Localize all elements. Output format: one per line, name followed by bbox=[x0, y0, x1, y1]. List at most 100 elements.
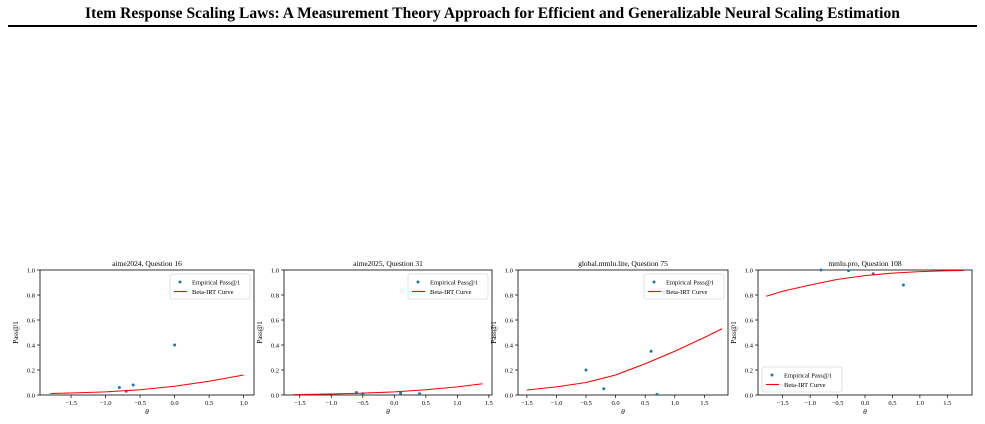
chart-title: mmlu.pro, Question 108 bbox=[828, 259, 902, 268]
legend: Empirical Pass@1 Beta-IRT Curve bbox=[643, 273, 725, 300]
legend-label-curve: Beta-IRT Curve bbox=[666, 289, 708, 296]
x-tick-label: 0.5 bbox=[888, 400, 896, 407]
y-tick-label: 1.0 bbox=[27, 267, 35, 274]
legend-label-empirical: Empirical Pass@1 bbox=[666, 279, 714, 286]
x-tick-label: −1.0 bbox=[551, 400, 563, 407]
y-tick-label: 0.8 bbox=[745, 292, 753, 299]
x-tick-label: −1.0 bbox=[100, 400, 112, 407]
y-tick-label: 0.2 bbox=[271, 367, 279, 374]
empirical-point bbox=[117, 386, 121, 389]
y-tick-label: 1.0 bbox=[745, 267, 753, 274]
empirical-point bbox=[584, 368, 588, 372]
y-tick-label: 0.8 bbox=[271, 292, 279, 299]
axes-frame bbox=[517, 269, 729, 396]
x-tick-label: 1.5 bbox=[700, 400, 708, 407]
empirical-point bbox=[819, 268, 823, 272]
x-tick-label: 0.5 bbox=[422, 400, 430, 407]
chart-panel-4: mmlu.pro, Question 108 −1.5 −1.0 −0.5 0.0 0.5… bbox=[730, 259, 973, 416]
chart-title: global.mmlu.lite, Question 75 bbox=[578, 259, 668, 268]
y-tick-label: 0.4 bbox=[271, 342, 280, 349]
x-axis-label: θ bbox=[386, 407, 390, 416]
x-tick-label: −1.5 bbox=[65, 400, 77, 407]
empirical-point bbox=[901, 283, 905, 287]
y-tick-label: 0.4 bbox=[745, 342, 754, 349]
y-axis-label: Pass@1 bbox=[256, 321, 264, 344]
beta-irt-curve bbox=[766, 269, 964, 297]
y-tick-label: 0.6 bbox=[505, 317, 514, 324]
y-axis-label: Pass@1 bbox=[490, 321, 498, 344]
legend-label-empirical: Empirical Pass@1 bbox=[430, 279, 478, 286]
y-tick-label: 0.8 bbox=[505, 292, 513, 299]
y-tick-label: 0.6 bbox=[27, 317, 36, 324]
x-tick-label: 1.5 bbox=[485, 400, 493, 407]
chart-panel-1: aime2024, Question 16 −1.5 −1.0 −0.5 0.0 0.5 1… bbox=[12, 259, 255, 416]
legend-label-curve: Beta-IRT Curve bbox=[430, 289, 472, 296]
y-tick-label: 0.6 bbox=[745, 317, 754, 324]
legend: Empirical Pass@1 Beta-IRT Curve bbox=[407, 273, 489, 300]
legend-marker-empirical bbox=[652, 280, 656, 284]
legend-marker-empirical bbox=[178, 280, 182, 284]
x-tick-label: −0.5 bbox=[832, 400, 844, 407]
axes-frame bbox=[39, 269, 255, 396]
empirical-point bbox=[173, 343, 177, 347]
x-tick-label: −0.5 bbox=[357, 400, 369, 407]
y-tick-label: 0.8 bbox=[27, 292, 35, 299]
legend: Empirical Pass@1 Beta-IRT Curve bbox=[169, 273, 251, 300]
x-tick-label: 1.0 bbox=[671, 400, 679, 407]
page-header: Item Response Scaling Laws: A Measuremen… bbox=[0, 0, 985, 28]
axes-frame bbox=[283, 269, 493, 396]
y-tick-label: 0.4 bbox=[505, 342, 514, 349]
y-tick-label: 0.0 bbox=[745, 392, 753, 399]
legend: Empirical Pass@1 Beta-IRT Curve bbox=[761, 366, 843, 393]
x-tick-label: −1.5 bbox=[294, 400, 306, 407]
y-tick-label: 0.0 bbox=[27, 392, 35, 399]
legend-label-curve: Beta-IRT Curve bbox=[192, 289, 234, 296]
empirical-point bbox=[655, 392, 659, 396]
y-tick-label: 0.2 bbox=[745, 367, 753, 374]
chart-title: aime2025, Question 31 bbox=[353, 259, 423, 268]
x-tick-label: 0.5 bbox=[641, 400, 649, 407]
legend-box bbox=[643, 273, 725, 300]
empirical-point bbox=[131, 383, 135, 387]
x-tick-label: −0.5 bbox=[134, 400, 146, 407]
y-axis-label: Pass@1 bbox=[730, 321, 738, 344]
legend-marker-empirical bbox=[770, 373, 774, 377]
x-axis-label: θ bbox=[863, 407, 867, 416]
y-tick-label: 0.2 bbox=[505, 367, 513, 374]
y-tick-label: 1.0 bbox=[271, 267, 279, 274]
empirical-point bbox=[847, 269, 851, 273]
x-axis-label: θ bbox=[621, 407, 625, 416]
legend-label-curve: Beta-IRT Curve bbox=[784, 382, 826, 389]
figure-row: aime2024, Question 16 −1.5 −1.0 −0.5 0.0 0.5 1… bbox=[0, 255, 985, 419]
x-tick-label: 1.0 bbox=[916, 400, 924, 407]
empirical-point bbox=[602, 387, 606, 391]
chart-title: aime2024, Question 16 bbox=[112, 259, 182, 268]
x-tick-label: −0.5 bbox=[580, 400, 592, 407]
legend-box bbox=[169, 273, 251, 300]
paper-title: Item Response Scaling Laws: A Measuremen… bbox=[85, 5, 900, 22]
x-tick-label: −1.0 bbox=[804, 400, 816, 407]
empirical-point bbox=[418, 392, 422, 396]
chart-panel-3: global.mmlu.lite, Question 75 −1.5 −1.0 −0.… bbox=[490, 259, 729, 416]
y-tick-label: 1.0 bbox=[505, 267, 513, 274]
legend-label-empirical: Empirical Pass@1 bbox=[784, 372, 832, 379]
y-tick-label: 0.4 bbox=[27, 342, 36, 349]
empirical-point bbox=[649, 349, 653, 353]
y-tick-label: 0.0 bbox=[505, 392, 513, 399]
legend-box bbox=[407, 273, 489, 300]
x-tick-label: −1.0 bbox=[325, 400, 337, 407]
legend-box bbox=[761, 366, 843, 393]
x-tick-label: 0.0 bbox=[171, 400, 179, 407]
x-tick-label: 0.0 bbox=[612, 400, 620, 407]
y-axis-label: Pass@1 bbox=[12, 321, 20, 344]
x-tick-label: −1.5 bbox=[777, 400, 789, 407]
x-tick-label: 1.0 bbox=[453, 400, 461, 407]
y-tick-label: 0.0 bbox=[271, 392, 279, 399]
x-tick-label: 0.0 bbox=[390, 400, 398, 407]
x-tick-label: 0.5 bbox=[205, 400, 213, 407]
x-tick-label: 0.0 bbox=[861, 400, 869, 407]
beta-irt-curve bbox=[293, 383, 483, 396]
beta-irt-curve bbox=[50, 374, 244, 395]
empirical-point bbox=[399, 391, 403, 395]
beta-irt-curve bbox=[526, 328, 723, 391]
